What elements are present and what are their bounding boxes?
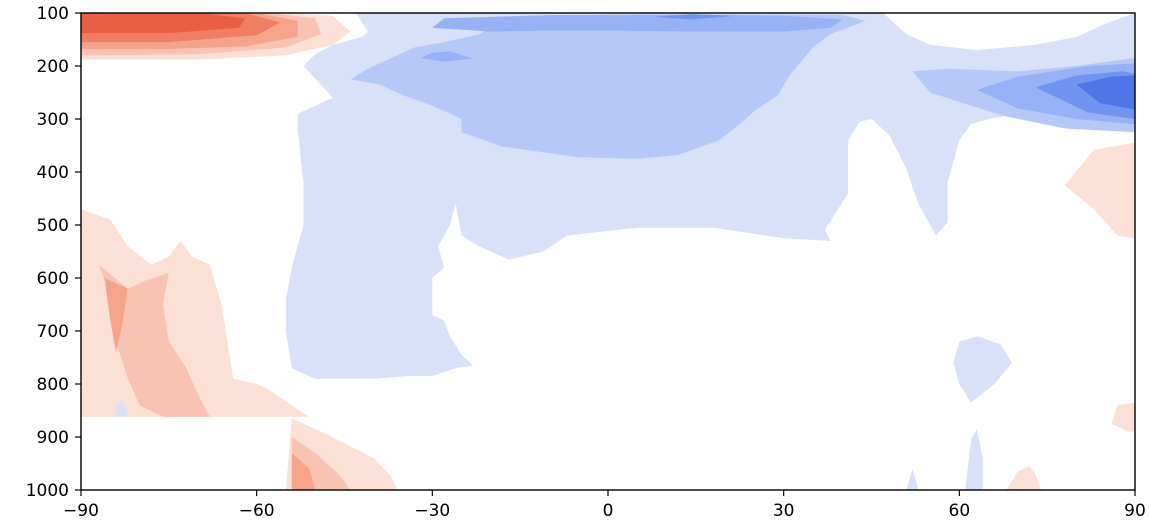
contour-region-b1-15 [350, 14, 866, 159]
contour-region-r0-13 [1006, 466, 1042, 490]
y-tick-label: 700 [37, 322, 69, 342]
x-tick-label: −30 [414, 501, 450, 521]
contour-region-r2-10 [291, 452, 316, 490]
x-axis: −90 −60 −30 0 30 60 90 [63, 490, 1146, 521]
y-tick-label: 200 [37, 57, 69, 77]
x-tick-label: 0 [603, 501, 614, 521]
x-tick-label: −90 [63, 501, 99, 521]
y-tick-label: 800 [37, 375, 69, 395]
y-tick-label: 1000 [26, 481, 69, 501]
contour-region-r4-4 [81, 13, 245, 34]
contour-region-b0-26 [116, 399, 128, 417]
x-tick-label: −60 [239, 501, 275, 521]
y-tick-label: 400 [37, 163, 69, 183]
contour-region-r0-12 [1111, 402, 1135, 432]
y-tick-label: 100 [37, 4, 69, 24]
contour-region-b2-16 [432, 14, 843, 32]
y-tick-label: 600 [37, 269, 69, 289]
contour-region-b0-25 [906, 468, 919, 490]
contour-region-b0-24 [965, 429, 983, 490]
x-tick-label: 60 [949, 501, 971, 521]
y-tick-label: 500 [37, 216, 69, 236]
contour-region-r0-11 [1064, 142, 1135, 239]
y-tick-label: 300 [37, 110, 69, 130]
plot-area [80, 12, 1136, 491]
y-tick-label: 900 [37, 428, 69, 448]
contour-regions [81, 13, 1135, 490]
contour-region-r1-6 [98, 264, 210, 417]
contour-region-b0-23 [953, 336, 1012, 403]
contour-region-r2-7 [104, 278, 128, 353]
contour-region-b4-22 [1076, 75, 1135, 110]
x-tick-label: 90 [1124, 501, 1146, 521]
contour-region-b3-18 [654, 14, 737, 20]
contour-region-b2-17 [420, 51, 474, 62]
y-axis: 100 200 300 400 500 600 700 800 900 1000 [26, 4, 81, 501]
x-tick-label: 30 [773, 501, 795, 521]
